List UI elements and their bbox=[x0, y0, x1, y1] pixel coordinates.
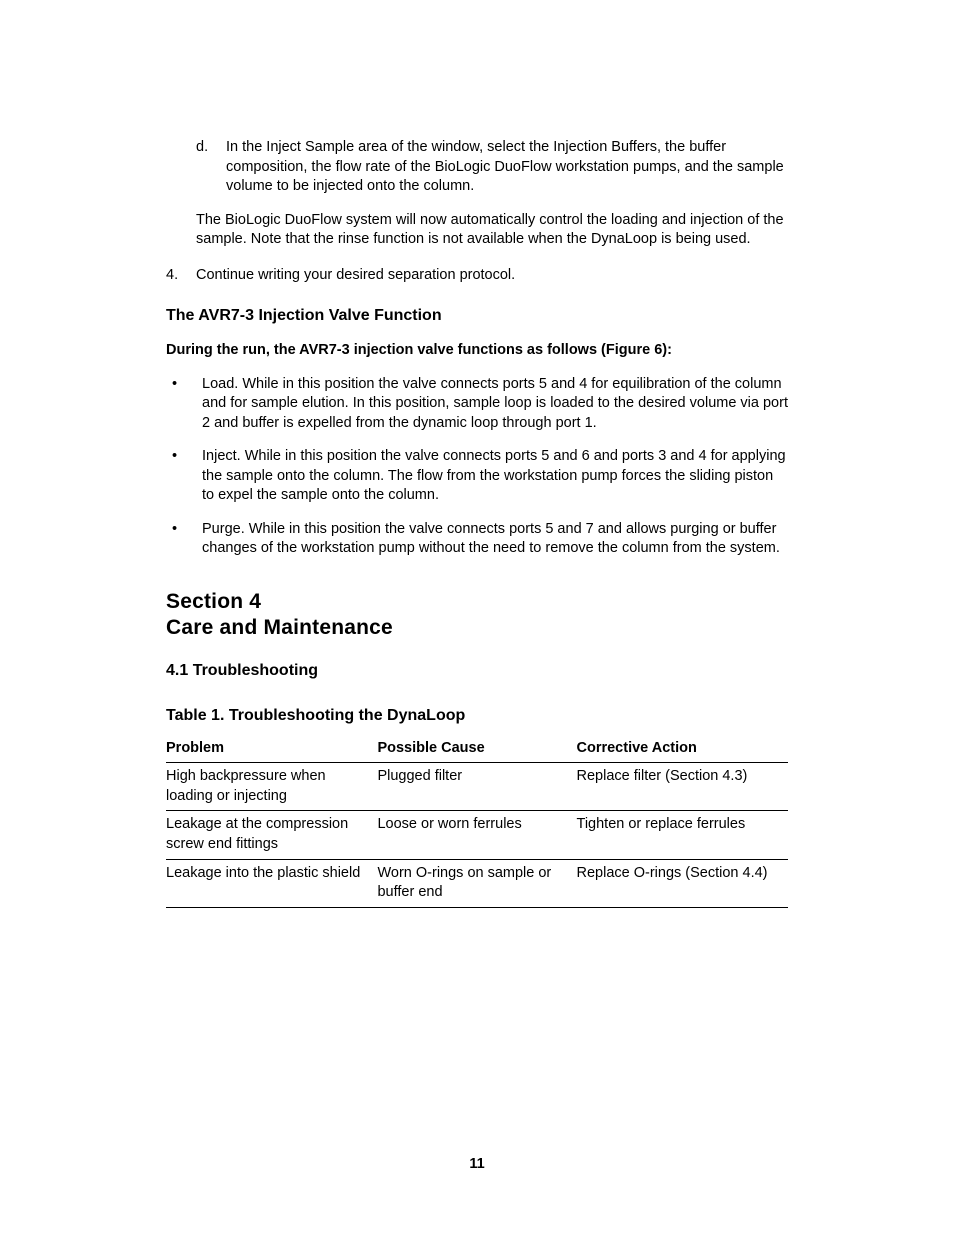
table-1-title: Table 1. Troubleshooting the DynaLoop bbox=[166, 705, 788, 727]
cell-problem: Leakage into the plastic shield bbox=[166, 859, 377, 907]
list-item-4: 4. Continue writing your desired separat… bbox=[166, 266, 788, 286]
cell-action: Replace filter (Section 4.3) bbox=[577, 763, 789, 811]
bullet-marker: • bbox=[166, 520, 202, 559]
table-row: High backpressure when loading or inject… bbox=[166, 763, 788, 811]
avr7-heading: The AVR7-3 Injection Valve Function bbox=[166, 305, 788, 327]
bullet-text: Purge. While in this position the valve … bbox=[202, 520, 788, 559]
troubleshooting-table: Problem Possible Cause Corrective Action… bbox=[166, 735, 788, 908]
col-header-action: Corrective Action bbox=[577, 735, 789, 763]
list-marker: 4. bbox=[166, 266, 196, 286]
document-page: d. In the Inject Sample area of the wind… bbox=[0, 0, 954, 1235]
cell-problem: Leakage at the compression screw end fit… bbox=[166, 811, 377, 859]
cell-action: Tighten or replace ferrules bbox=[577, 811, 789, 859]
note-paragraph: The BioLogic DuoFlow system will now aut… bbox=[196, 211, 788, 250]
bullet-load: • Load. While in this position the valve… bbox=[166, 375, 788, 434]
section-title: Care and Maintenance bbox=[166, 616, 393, 639]
page-number: 11 bbox=[0, 1155, 954, 1175]
cell-cause: Worn O-rings on sample or buffer end bbox=[377, 859, 576, 907]
table-row: Leakage at the compression screw end fit… bbox=[166, 811, 788, 859]
avr7-intro: During the run, the AVR7-3 injection val… bbox=[166, 341, 788, 361]
table-header-row: Problem Possible Cause Corrective Action bbox=[166, 735, 788, 763]
bullet-inject: • Inject. While in this position the val… bbox=[166, 447, 788, 506]
col-header-cause: Possible Cause bbox=[377, 735, 576, 763]
list-item-d: d. In the Inject Sample area of the wind… bbox=[196, 138, 788, 197]
list-item-text: In the Inject Sample area of the window,… bbox=[226, 138, 788, 197]
bullet-text: Load. While in this position the valve c… bbox=[202, 375, 788, 434]
table-row: Leakage into the plastic shield Worn O-r… bbox=[166, 859, 788, 907]
cell-problem: High backpressure when loading or inject… bbox=[166, 763, 377, 811]
section-4-heading: Section 4 Care and Maintenance bbox=[166, 589, 788, 642]
section-number: Section 4 bbox=[166, 590, 261, 613]
cell-cause: Plugged filter bbox=[377, 763, 576, 811]
col-header-problem: Problem bbox=[166, 735, 377, 763]
list-item-text: Continue writing your desired separation… bbox=[196, 266, 788, 286]
cell-cause: Loose or worn ferrules bbox=[377, 811, 576, 859]
subsection-4-1: 4.1 Troubleshooting bbox=[166, 660, 788, 682]
cell-action: Replace O-rings (Section 4.4) bbox=[577, 859, 789, 907]
bullet-purge: • Purge. While in this position the valv… bbox=[166, 520, 788, 559]
bullet-marker: • bbox=[166, 447, 202, 506]
list-marker: d. bbox=[196, 138, 226, 197]
bullet-marker: • bbox=[166, 375, 202, 434]
bullet-text: Inject. While in this position the valve… bbox=[202, 447, 788, 506]
